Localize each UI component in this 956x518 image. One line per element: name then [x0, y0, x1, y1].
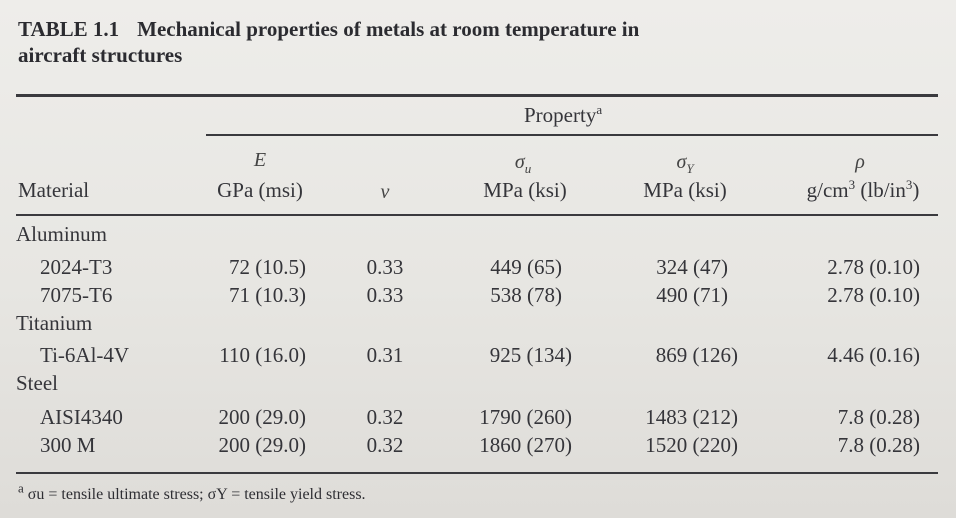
material-header: Material [18, 178, 90, 202]
col-E-unit: GPa (msi) [217, 178, 303, 202]
cell-2024-sy: 324 (47) [656, 255, 728, 279]
cell-aisi-nu: 0.32 [366, 405, 404, 429]
material-7075-t6: 7075-T6 [40, 283, 113, 307]
header-rule [16, 214, 938, 216]
cell-aisi-E: 200 (29.0) [218, 405, 307, 429]
material-2024-t3: 2024-T3 [40, 255, 113, 279]
table-caption: TABLE 1.1 Mechanical properties of metals… [18, 16, 778, 68]
group-aluminum: Aluminum [16, 222, 108, 246]
col-su-unit: MPa (ksi) [483, 178, 567, 202]
col-nu-symbol: ν [380, 181, 390, 203]
table-label: TABLE 1.1 [18, 17, 120, 41]
material-300m: 300 M [40, 433, 96, 457]
cell-300m-su: 1860 (270) [479, 433, 572, 457]
group-titanium: Titanium [16, 311, 93, 335]
col-sy-unit: MPa (ksi) [643, 178, 727, 202]
footnote-marker: a [18, 480, 24, 496]
cell-300m-sy: 1520 (220) [645, 433, 738, 457]
cell-7075-nu: 0.33 [366, 283, 404, 307]
cell-7075-E: 71 (10.3) [229, 283, 306, 307]
property-header-sup: a [596, 102, 603, 117]
cell-2024-E: 72 (10.5) [229, 255, 306, 279]
col-rho-unit: g/cm3 (lb/in3) [806, 177, 920, 202]
col-su-symbol: σu [514, 151, 532, 176]
cell-7075-rho: 2.78 (0.10) [827, 283, 920, 307]
cell-300m-nu: 0.32 [366, 433, 404, 457]
cell-aisi-su: 1790 (260) [479, 405, 572, 429]
cell-2024-nu: 0.33 [366, 255, 404, 279]
group-steel: Steel [16, 371, 58, 395]
cell-ti-nu: 0.31 [366, 343, 404, 367]
cell-300m-rho: 7.8 (0.28) [837, 433, 920, 457]
cell-7075-su: 538 (78) [490, 283, 562, 307]
cell-2024-rho: 2.78 (0.10) [827, 255, 920, 279]
cell-aisi-rho: 7.8 (0.28) [837, 405, 920, 429]
table-title-line2: aircraft structures [18, 43, 183, 67]
top-rule [16, 94, 938, 97]
table-footnote: a σu = tensile ultimate stress; σY = ten… [18, 482, 366, 504]
property-header-label: Property [524, 103, 597, 127]
col-E-symbol: E [253, 149, 267, 171]
table-title-line1: Mechanical properties of metals at room … [137, 17, 640, 41]
property-rule [206, 134, 938, 136]
cell-ti-su: 925 (134) [489, 343, 572, 367]
material-ti-6al-4v: Ti-6Al-4V [40, 343, 130, 367]
material-aisi4340: AISI4340 [40, 405, 123, 429]
footnote-text: σu = tensile ultimate stress; σY = tensi… [27, 486, 366, 503]
cell-ti-rho: 4.46 (0.16) [827, 343, 920, 367]
col-sy-symbol: σY [676, 151, 694, 176]
cell-2024-su: 449 (65) [490, 255, 562, 279]
cell-ti-E: 110 (16.0) [219, 343, 306, 367]
cell-aisi-sy: 1483 (212) [645, 405, 738, 429]
cell-7075-sy: 490 (71) [656, 283, 728, 307]
bottom-rule [16, 472, 938, 474]
cell-300m-E: 200 (29.0) [218, 433, 307, 457]
property-header: Propertya [524, 103, 602, 127]
cell-ti-sy: 869 (126) [655, 343, 738, 367]
col-rho-symbol: ρ [855, 151, 865, 173]
